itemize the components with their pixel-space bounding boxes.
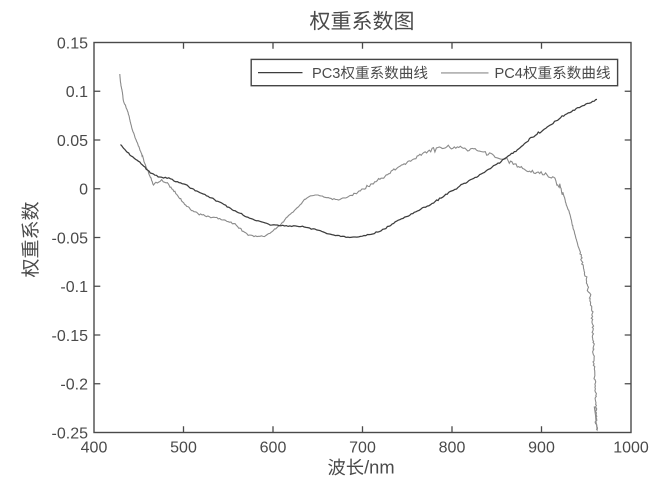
svg-text:-0.15: -0.15 [52, 328, 89, 345]
svg-text:0.15: 0.15 [57, 35, 88, 52]
svg-text:-0.1: -0.1 [60, 279, 88, 296]
svg-text:PC4: PC4 [495, 66, 523, 82]
svg-text:0.1: 0.1 [66, 84, 88, 101]
svg-text:0: 0 [79, 182, 88, 199]
svg-text:1000: 1000 [613, 440, 649, 457]
svg-text:-0.05: -0.05 [52, 230, 89, 247]
svg-text:700: 700 [349, 440, 376, 457]
svg-text:900: 900 [528, 440, 555, 457]
svg-text:-0.2: -0.2 [60, 377, 88, 394]
svg-text:0.05: 0.05 [57, 133, 88, 150]
svg-text:600: 600 [260, 440, 287, 457]
svg-text:800: 800 [439, 440, 466, 457]
svg-text:PC3: PC3 [312, 66, 340, 82]
svg-text:/nm: /nm [364, 457, 394, 478]
svg-text:500: 500 [170, 440, 197, 457]
svg-text:-0.25: -0.25 [52, 425, 89, 442]
svg-text:400: 400 [81, 440, 108, 457]
